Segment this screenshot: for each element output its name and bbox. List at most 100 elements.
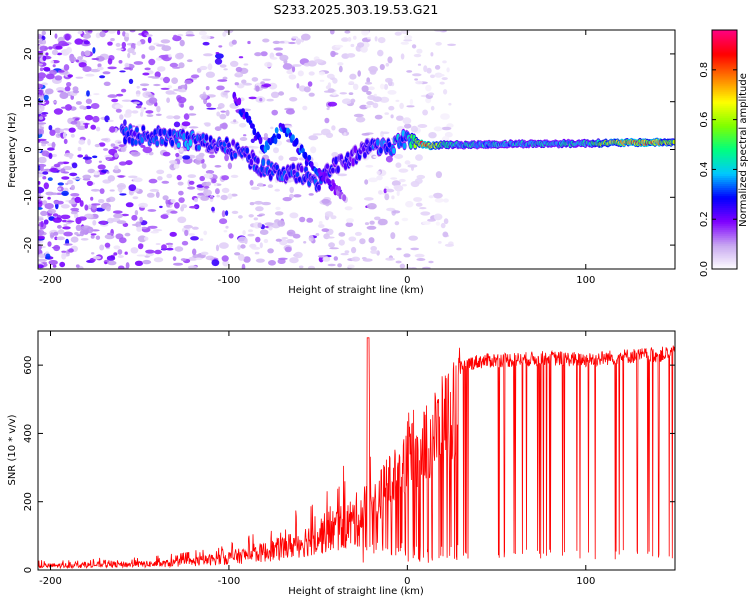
- spectrogram-noise-blob: [430, 105, 435, 111]
- spectrogram-noise-blob: [341, 98, 352, 105]
- spectrogram-y-tick-label: 0: [23, 146, 34, 152]
- spectrogram-noise-blob: [107, 66, 117, 70]
- spectrogram-ridge-cell: [387, 142, 392, 148]
- spectrogram-noise-blob: [227, 193, 233, 200]
- spectrogram-noise-blob: [327, 101, 338, 107]
- spectrogram-noise-blob: [92, 115, 100, 123]
- spectrogram-noise-blob: [289, 212, 299, 219]
- spectrogram-noise-blob: [117, 141, 122, 144]
- spectrogram-noise-blob: [238, 56, 244, 59]
- spectrogram-noise-blob: [92, 47, 96, 54]
- spectrogram-noise-blob: [53, 108, 64, 115]
- snr-y-label: SNR (10 * v/v): [7, 414, 18, 485]
- spectrogram-ridge-cell: [176, 142, 181, 148]
- colorbar-segment: [712, 193, 737, 196]
- spectrogram-noise-blob: [184, 229, 189, 237]
- spectrogram-noise-blob: [419, 207, 427, 210]
- spectrogram-noise-blob: [162, 151, 171, 157]
- spectrogram-noise-blob: [107, 41, 113, 46]
- spectrogram-noise-blob: [446, 123, 454, 128]
- spectrogram-noise-blob: [107, 119, 114, 122]
- snr-marks: [38, 337, 675, 570]
- spectrogram-noise-blob: [315, 233, 320, 236]
- colorbar-segment: [712, 161, 737, 165]
- spectrogram-x-ticks: -200 -100 0 100: [39, 30, 595, 286]
- colorbar-segment: [712, 259, 737, 262]
- spectrogram-ridge-cell: [353, 145, 358, 154]
- spectrogram-noise-blob: [435, 221, 440, 226]
- spectrogram-noise-blob: [262, 38, 270, 43]
- spectrogram-noise-blob: [67, 74, 73, 78]
- spectrogram-noise-blob: [284, 246, 292, 253]
- spectrogram-noise-blob: [51, 141, 56, 149]
- spectrogram-noise-blob: [257, 222, 263, 228]
- spectrogram-noise-blob: [38, 206, 43, 210]
- spectrogram-noise-blob: [363, 197, 374, 201]
- spectrogram-noise-blob: [136, 93, 141, 97]
- spectrogram-noise-blob: [344, 250, 350, 254]
- spectrogram-noise-blob: [38, 128, 42, 135]
- spectrogram-noise-blob: [189, 105, 194, 111]
- spectrogram-noise-blob: [173, 143, 178, 150]
- colorbar-segment: [712, 65, 737, 69]
- spectrogram-noise-blob: [57, 229, 65, 235]
- spectrogram-ridge-cell: [168, 129, 172, 137]
- spectrogram-noise-blob: [337, 263, 342, 268]
- spectrogram-noise-blob: [415, 202, 423, 207]
- colorbar-segment: [712, 149, 737, 153]
- spectrogram-noise-blob: [259, 229, 269, 235]
- spectrogram-noise-blob: [38, 253, 45, 258]
- spectrogram-noise-blob: [217, 79, 228, 82]
- spectrogram-noise-blob: [54, 127, 62, 134]
- spectrogram-noise-blob: [288, 156, 299, 162]
- colorbar-tick-label: 0.4: [699, 161, 710, 177]
- spectrogram-noise-blob: [38, 186, 45, 194]
- spectrogram-noise-blob: [188, 233, 195, 236]
- spectrogram-noise-blob: [206, 102, 212, 108]
- spectrogram-noise-blob: [348, 236, 357, 242]
- colorbar-segment: [712, 225, 737, 228]
- spectrogram-noise-blob: [144, 67, 151, 71]
- spectrogram-noise-blob: [51, 49, 59, 56]
- spectrogram-noise-blob: [174, 202, 180, 209]
- spectrogram-noise-blob: [433, 213, 443, 221]
- spectrogram-noise-blob: [171, 77, 179, 84]
- colorbar-segment: [712, 177, 737, 180]
- spectrogram-noise-blob: [45, 52, 49, 56]
- spectrogram-noise-blob: [259, 242, 263, 249]
- spectrogram-noise-blob: [147, 209, 157, 212]
- spectrogram-noise-blob: [211, 259, 220, 267]
- spectrogram-noise-blob: [410, 180, 420, 188]
- spectrogram-noise-blob: [325, 236, 335, 239]
- spectrogram-noise-blob: [82, 174, 92, 179]
- spectrogram-noise-blob: [390, 114, 394, 119]
- spectrogram-noise-blob: [225, 109, 230, 117]
- spectrogram-noise-blob: [396, 115, 404, 121]
- spectrogram-noise-blob: [287, 180, 292, 183]
- spectrogram-noise-blob: [337, 173, 348, 177]
- spectrogram-noise-blob: [59, 128, 64, 133]
- spectrogram-noise-blob: [271, 109, 279, 116]
- spectrogram-noise-blob: [177, 96, 187, 104]
- spectrogram-noise-blob: [254, 52, 262, 57]
- spectrogram-noise-blob: [124, 62, 130, 68]
- spectrogram-noise-blob: [270, 57, 278, 60]
- spectrogram-noise-blob: [119, 70, 126, 73]
- spectrogram-noise-blob: [106, 171, 110, 174]
- spectrogram-noise-blob: [56, 200, 64, 205]
- spectrogram-noise-blob: [113, 245, 121, 250]
- spectrogram-noise-blob: [225, 94, 229, 99]
- spectrogram-noise-blob: [275, 206, 281, 211]
- spectrogram-noise-blob: [91, 58, 100, 60]
- spectrogram-noise-blob: [52, 100, 58, 104]
- spectrogram-noise-blob: [297, 70, 304, 77]
- spectrogram-noise-blob: [400, 53, 405, 60]
- spectrogram-noise-blob: [367, 37, 371, 40]
- spectrogram-noise-blob: [385, 77, 393, 83]
- spectrogram-noise-blob: [346, 218, 354, 223]
- spectrogram-noise-blob: [56, 87, 66, 92]
- spectrogram-noise-blob: [222, 31, 227, 37]
- spectrogram-noise-blob: [221, 255, 229, 262]
- colorbar-segment: [712, 257, 737, 260]
- spectrogram-noise-blob: [84, 114, 94, 121]
